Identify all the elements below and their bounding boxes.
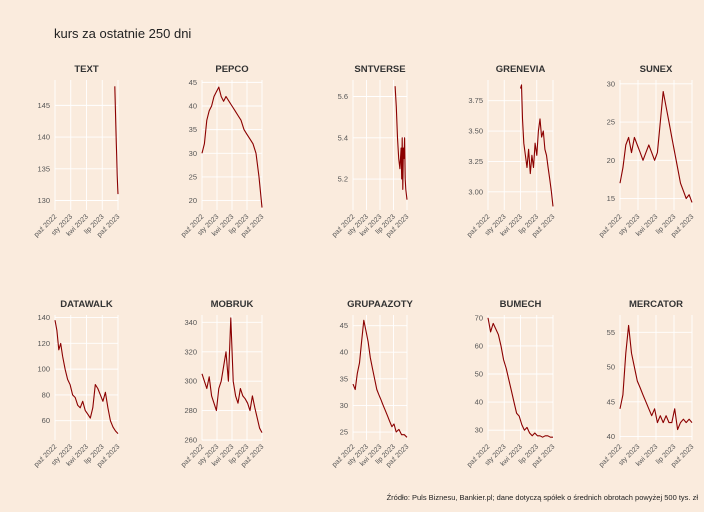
y-tick-label: 5.6 — [338, 92, 348, 101]
y-tick-label: 30 — [475, 426, 483, 435]
y-tick-label: 25 — [607, 118, 615, 127]
y-tick-label: 40 — [475, 398, 483, 407]
y-tick-label: 80 — [42, 390, 50, 399]
price-line — [54, 320, 119, 434]
price-line — [201, 86, 263, 208]
y-tick-label: 140 — [37, 313, 50, 322]
y-tick-label: 3.00 — [468, 187, 483, 196]
y-tick-label: 140 — [37, 133, 50, 142]
panel-title: TEXT — [74, 64, 98, 75]
y-tick-label: 30 — [189, 149, 197, 158]
panel-title: BUMECH — [500, 299, 542, 310]
y-tick-label: 40 — [607, 432, 615, 441]
y-tick-label: 70 — [475, 313, 483, 322]
panel-title: MERCATOR — [629, 299, 683, 310]
y-tick-label: 50 — [607, 363, 615, 372]
y-tick-label: 30 — [607, 79, 615, 88]
panel-title: MOBRUK — [211, 299, 254, 310]
price-line — [619, 324, 693, 431]
y-tick-label: 3.25 — [468, 157, 483, 166]
y-tick-label: 40 — [340, 348, 348, 357]
price-line — [619, 90, 693, 203]
y-tick-label: 20 — [607, 156, 615, 165]
y-tick-label: 320 — [184, 347, 197, 356]
y-tick-label: 260 — [184, 436, 197, 445]
y-tick-label: 40 — [189, 102, 197, 111]
y-tick-label: 15 — [607, 194, 615, 203]
y-tick-label: 3.50 — [468, 127, 483, 136]
price-line — [114, 86, 119, 195]
panel-title: DATAWALK — [60, 299, 113, 310]
price-line — [394, 86, 408, 200]
y-tick-label: 30 — [340, 401, 348, 410]
y-tick-label: 20 — [189, 196, 197, 205]
y-tick-label: 145 — [37, 101, 50, 110]
y-tick-label: 100 — [37, 365, 50, 374]
y-tick-label: 45 — [607, 397, 615, 406]
y-tick-label: 300 — [184, 377, 197, 386]
y-tick-label: 60 — [475, 341, 483, 350]
chart-title: kurs za ostatnie 250 dni — [54, 26, 192, 41]
y-tick-label: 45 — [340, 321, 348, 330]
y-tick-label: 5.4 — [338, 133, 348, 142]
y-tick-label: 280 — [184, 406, 197, 415]
price-line — [519, 84, 554, 207]
price-line — [487, 317, 553, 438]
price-line — [352, 319, 408, 438]
y-tick-label: 35 — [340, 374, 348, 383]
panel-title: GRENEVIA — [496, 64, 546, 75]
y-tick-label: 35 — [189, 125, 197, 134]
source-caption: Źródło: Puls Biznesu, Bankier.pl; dane d… — [386, 493, 698, 502]
y-tick-label: 130 — [37, 196, 50, 205]
y-tick-label: 25 — [189, 172, 197, 181]
y-tick-label: 45 — [189, 78, 197, 87]
panel-title: GRUPAAZOTY — [347, 299, 413, 310]
y-tick-label: 5.2 — [338, 175, 348, 184]
panel-title: SUNEX — [640, 64, 673, 75]
y-tick-label: 60 — [42, 416, 50, 425]
panel-title: SNTVERSE — [354, 64, 405, 75]
y-tick-label: 50 — [475, 369, 483, 378]
y-tick-label: 135 — [37, 164, 50, 173]
price-line — [201, 317, 263, 433]
panel-title: PEPCO — [215, 64, 248, 75]
y-tick-label: 3.75 — [468, 96, 483, 105]
y-tick-label: 120 — [37, 339, 50, 348]
y-tick-label: 340 — [184, 318, 197, 327]
y-tick-label: 55 — [607, 328, 615, 337]
y-tick-label: 25 — [340, 428, 348, 437]
